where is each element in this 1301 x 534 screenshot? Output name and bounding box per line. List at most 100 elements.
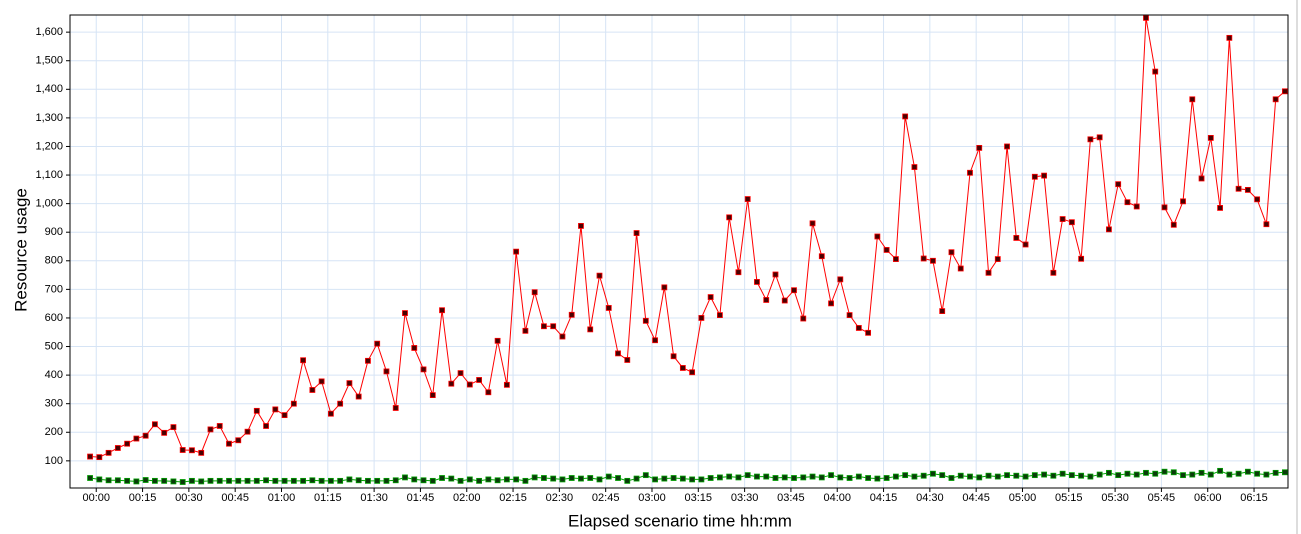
data-point	[189, 447, 195, 454]
data-point	[476, 477, 482, 484]
data-point	[1124, 199, 1131, 206]
data-point	[726, 473, 733, 480]
data-point	[642, 317, 649, 324]
x-tick-label: 03:45	[777, 492, 805, 504]
data-point	[457, 370, 464, 377]
data-point	[976, 474, 983, 481]
x-tick-label: 05:45	[1148, 492, 1176, 504]
data-point	[1106, 226, 1112, 233]
data-point	[272, 406, 279, 413]
data-point	[578, 223, 584, 229]
data-point	[633, 475, 640, 482]
x-tick-label: 04:30	[916, 492, 944, 504]
data-point	[1087, 136, 1094, 143]
data-point	[633, 230, 640, 236]
data-point	[902, 113, 909, 120]
data-point	[207, 426, 214, 433]
data-point	[253, 477, 260, 484]
y-tick-label: 700	[45, 283, 63, 295]
data-point	[124, 477, 131, 484]
data-point	[189, 477, 195, 484]
data-point	[383, 368, 390, 375]
y-tick-label: 1,500	[35, 55, 63, 67]
data-point	[1013, 235, 1020, 241]
data-point	[161, 477, 168, 484]
data-point	[1022, 241, 1029, 248]
data-point	[892, 473, 899, 480]
data-point	[874, 233, 881, 240]
data-point	[346, 476, 353, 483]
data-point	[772, 475, 779, 481]
data-point	[568, 311, 575, 318]
data-point	[763, 473, 770, 480]
x-tick-label: 03:15	[685, 492, 713, 504]
data-point	[1217, 467, 1223, 474]
data-point	[411, 476, 418, 483]
x-tick-label: 02:15	[499, 492, 527, 504]
data-point	[550, 323, 557, 330]
data-point	[781, 474, 788, 481]
data-point	[1068, 472, 1075, 479]
data-point	[327, 477, 334, 484]
x-tick-label: 06:00	[1194, 492, 1222, 504]
data-point	[1004, 143, 1010, 150]
data-point	[161, 429, 168, 436]
data-point	[596, 476, 603, 483]
data-point	[1133, 471, 1140, 478]
data-point	[568, 475, 575, 481]
data-point	[1078, 472, 1085, 479]
data-point	[828, 472, 834, 479]
data-point	[1244, 468, 1251, 475]
data-point	[865, 475, 872, 481]
data-point	[374, 477, 381, 484]
x-tick-label: 04:45	[962, 492, 990, 504]
data-point	[809, 220, 816, 227]
data-point	[429, 392, 436, 399]
data-point	[1143, 469, 1149, 476]
data-point	[170, 424, 177, 431]
data-point	[105, 477, 112, 484]
y-axis-title: Resource usage	[11, 188, 30, 312]
data-point	[939, 472, 946, 479]
data-point	[948, 475, 955, 481]
data-point	[883, 475, 890, 481]
data-point	[1059, 216, 1066, 222]
data-point	[930, 257, 936, 264]
data-point	[781, 297, 788, 304]
data-point	[1161, 204, 1168, 211]
x-tick-label: 02:30	[546, 492, 574, 504]
data-point	[679, 365, 686, 371]
data-point	[263, 423, 269, 429]
data-point	[494, 477, 501, 484]
x-tick-label: 05:15	[1055, 492, 1083, 504]
grid	[70, 15, 1288, 488]
y-tick-label: 200	[45, 426, 63, 438]
data-point	[420, 477, 427, 484]
data-point	[735, 269, 742, 276]
plot	[87, 14, 1288, 485]
data-point	[1004, 472, 1010, 479]
data-point	[198, 449, 205, 456]
data-point	[1180, 472, 1186, 479]
data-point	[800, 315, 807, 322]
data-point	[133, 478, 140, 485]
data-point	[855, 473, 862, 480]
x-tick-label: 01:30	[360, 492, 388, 504]
data-point	[226, 477, 232, 484]
data-point	[717, 312, 723, 318]
data-point	[439, 475, 445, 481]
data-point	[559, 333, 566, 340]
data-point	[911, 473, 918, 480]
data-point	[244, 477, 251, 484]
x-tick-label: 01:00	[268, 492, 296, 504]
data-point	[1087, 473, 1094, 480]
data-point	[1263, 221, 1270, 228]
data-point	[1124, 470, 1131, 477]
data-point	[170, 478, 177, 485]
data-point	[439, 307, 445, 314]
data-point	[392, 405, 399, 411]
data-point	[503, 476, 510, 483]
y-tick-label: 600	[45, 312, 63, 324]
data-point	[624, 477, 631, 484]
